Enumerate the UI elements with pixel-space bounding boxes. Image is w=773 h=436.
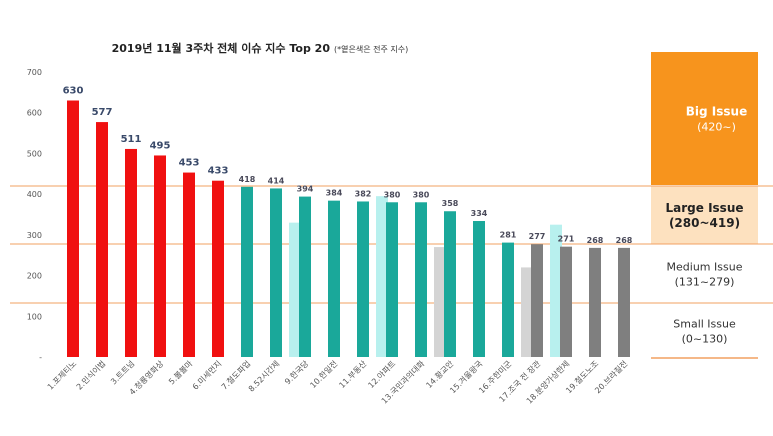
bar xyxy=(241,186,253,357)
legend-range: (131~279) xyxy=(675,276,735,289)
legend-title: Large Issue xyxy=(666,201,744,215)
value-label: 277 xyxy=(529,232,546,241)
bar xyxy=(67,100,79,357)
value-label: 380 xyxy=(413,190,430,199)
previous-week-bar xyxy=(434,247,446,357)
value-label: 268 xyxy=(587,236,604,245)
y-tick-label: 300 xyxy=(27,231,42,240)
legend-title: Small Issue xyxy=(673,318,736,331)
value-label: 380 xyxy=(384,190,401,199)
value-labels: 630 577 511 495 453 433 418 414 394 384 382 380 380 3… xyxy=(63,86,633,245)
bar xyxy=(560,246,572,357)
value-label: 358 xyxy=(442,199,459,208)
legend-box xyxy=(651,244,758,303)
previous-week-bar xyxy=(521,267,533,357)
bar xyxy=(357,201,369,357)
issue-level-legend: Big Issue (420~) Large Issue(280~419) Mediu… xyxy=(651,52,758,359)
y-tick-label: - xyxy=(39,353,42,362)
bar xyxy=(589,247,601,357)
x-tick-label: 9.한국당 xyxy=(282,358,311,387)
bar xyxy=(299,196,311,357)
legend-range: (420~) xyxy=(697,121,736,134)
x-tick-label: 2.민식이법 xyxy=(74,358,107,391)
legend-range: (280~419) xyxy=(669,216,740,230)
bar xyxy=(154,155,166,357)
bar xyxy=(212,180,224,357)
previous-week-bar xyxy=(289,222,301,357)
value-label: 334 xyxy=(471,209,488,218)
bar xyxy=(415,202,427,357)
chart-title: 2019년 11월 3주차 전체 이슈 지수 Top 20 xyxy=(112,41,331,55)
value-label: 271 xyxy=(558,235,575,244)
value-label: 495 xyxy=(150,140,171,151)
bar xyxy=(183,172,195,357)
bar xyxy=(386,202,398,357)
x-tick-label: 1.포제티노 xyxy=(46,359,79,392)
bars xyxy=(67,100,630,357)
bar xyxy=(531,244,543,357)
value-label: 414 xyxy=(268,176,285,185)
legend-box xyxy=(651,186,758,244)
value-label: 630 xyxy=(63,86,84,97)
legend-title: Big Issue xyxy=(686,105,747,119)
value-label: 382 xyxy=(355,189,372,198)
bar xyxy=(270,188,282,357)
bar xyxy=(502,242,514,357)
y-tick-label: 100 xyxy=(27,312,42,321)
y-axis: - 100 200 300 400 500 600 700 xyxy=(27,68,42,362)
legend-title: Medium Issue xyxy=(667,261,743,274)
x-tick-label: 5.볼볼마 xyxy=(166,358,195,387)
value-label: 453 xyxy=(179,158,200,169)
y-tick-label: 600 xyxy=(27,109,42,118)
legend-box xyxy=(651,303,758,358)
value-label: 384 xyxy=(326,189,343,198)
value-label: 268 xyxy=(616,236,633,245)
previous-week-bar xyxy=(550,224,562,357)
bar xyxy=(444,211,456,357)
y-tick-label: 200 xyxy=(27,272,42,281)
bar xyxy=(618,247,630,357)
x-tick-label: 8.52시간제 xyxy=(246,358,281,393)
chart-title-note: (*옅은색은 전주 지수) xyxy=(334,44,408,54)
x-tick-label: 11.부동산 xyxy=(337,358,369,390)
x-tick-label: 10.한일전 xyxy=(308,358,340,390)
legend-range: (0~130) xyxy=(682,333,728,346)
value-label: 511 xyxy=(121,134,142,145)
bar xyxy=(328,200,340,357)
x-tick-label: 6.미세먼지 xyxy=(190,358,223,391)
value-label: 418 xyxy=(239,175,256,184)
y-tick-label: 700 xyxy=(27,68,42,77)
value-label: 577 xyxy=(92,107,113,118)
previous-week-bar xyxy=(376,196,388,357)
previous-week-bars xyxy=(289,196,562,357)
bar xyxy=(96,122,108,357)
value-label: 433 xyxy=(208,166,229,177)
bar xyxy=(473,221,485,357)
value-label: 281 xyxy=(500,231,517,240)
y-tick-label: 400 xyxy=(27,190,42,199)
value-label: 394 xyxy=(297,185,314,194)
legend-box xyxy=(651,52,758,185)
bar xyxy=(125,148,137,357)
x-tick-label: 3.트트넘 xyxy=(108,358,136,386)
y-tick-label: 500 xyxy=(27,149,42,158)
